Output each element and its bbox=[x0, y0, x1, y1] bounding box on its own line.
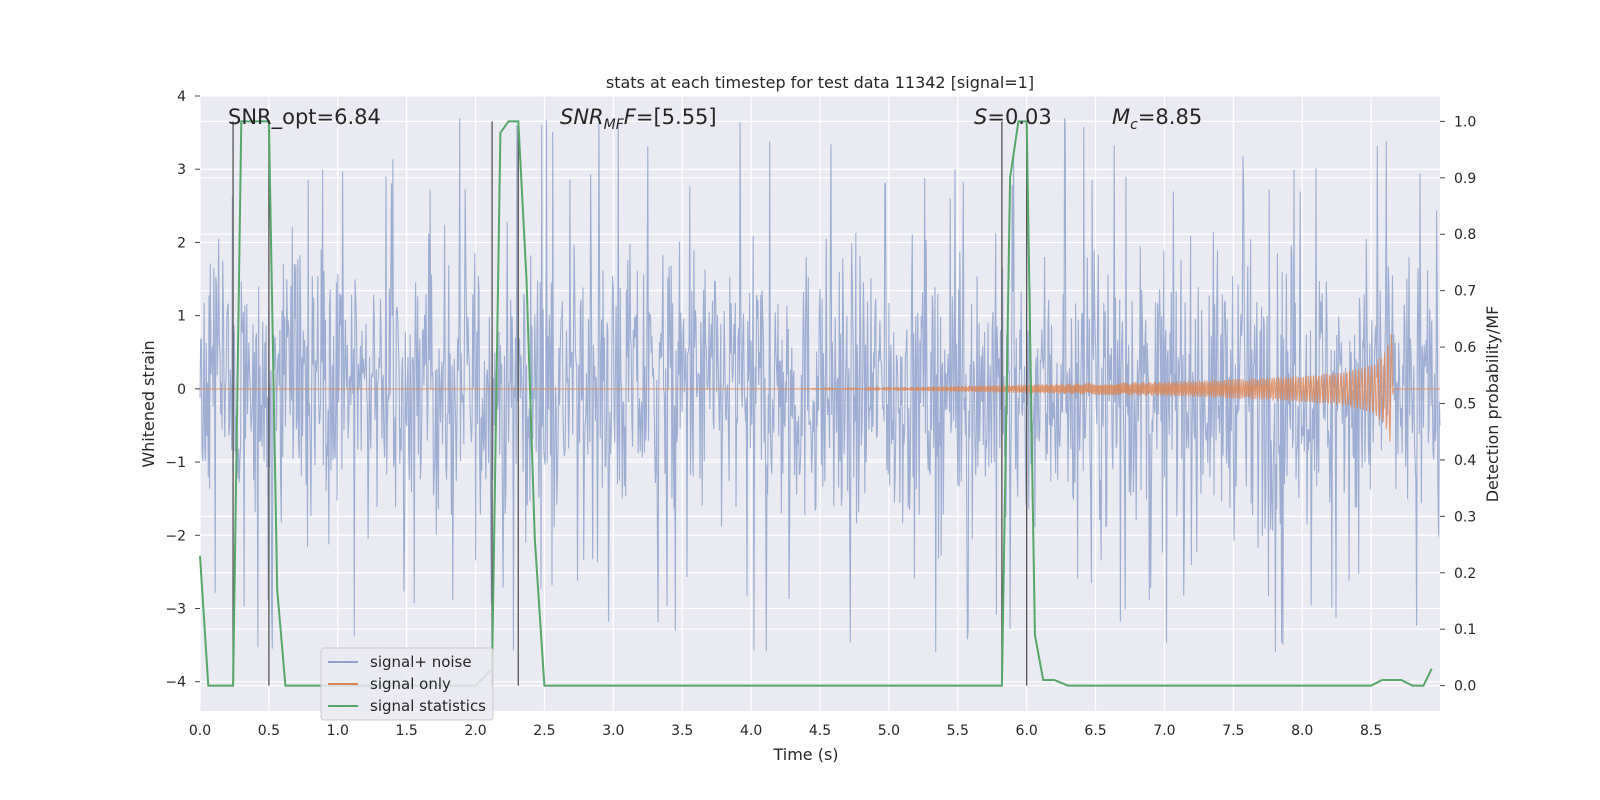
y-right-tick-label: 0.0 bbox=[1454, 679, 1476, 695]
y-right-tick-label: 0.7 bbox=[1454, 284, 1476, 300]
annotation-s: S=0.03 bbox=[974, 105, 1052, 129]
y-right-tick-label: 1.0 bbox=[1454, 114, 1476, 130]
x-tick-label: 2.5 bbox=[533, 723, 555, 739]
y-right-tick-label: 0.9 bbox=[1454, 171, 1476, 187]
y-right-tick-label: 0.4 bbox=[1454, 453, 1476, 469]
y-right-tick-label: 0.1 bbox=[1454, 622, 1476, 638]
x-tick-label: 5.0 bbox=[878, 723, 900, 739]
legend: signal+ noise signal only signal statist… bbox=[320, 647, 494, 721]
y-right-tick-labels: 1.0 0.9 0.8 0.7 0.6 0.5 0.4 0.3 0.2 0.1 0.0 bbox=[1440, 114, 1476, 695]
x-tick-label: 3.5 bbox=[671, 723, 693, 739]
legend-label-signal: signal only bbox=[370, 675, 451, 693]
x-tick-label: 7.5 bbox=[1222, 723, 1244, 739]
x-tick-label: 5.5 bbox=[947, 723, 969, 739]
y-right-tick-label: 0.6 bbox=[1454, 340, 1476, 356]
y-right-tick-label: 0.2 bbox=[1454, 566, 1476, 582]
x-tick-label: 0.0 bbox=[189, 723, 211, 739]
x-tick-label: 1.0 bbox=[327, 723, 349, 739]
legend-label-stats: signal statistics bbox=[370, 697, 486, 715]
y-left-tick-label: −4 bbox=[165, 675, 186, 691]
y-left-tick-label: 2 bbox=[177, 235, 186, 251]
x-tick-label: 6.5 bbox=[1084, 723, 1106, 739]
x-tick-label: 2.0 bbox=[464, 723, 486, 739]
x-tick-label: 7.0 bbox=[1153, 723, 1175, 739]
legend-label-noise: signal+ noise bbox=[370, 653, 472, 671]
y-left-tick-label: −3 bbox=[165, 602, 186, 618]
y-left-tick-labels: 4 3 2 1 0 −1 −2 −3 −4 bbox=[165, 89, 200, 691]
x-tick-label: 3.0 bbox=[602, 723, 624, 739]
y-left-axis-label: Whitened strain bbox=[139, 340, 158, 467]
noise-line bbox=[199, 118, 1441, 652]
x-tick-label: 4.5 bbox=[809, 723, 831, 739]
y-left-tick-label: 3 bbox=[177, 162, 186, 178]
x-tick-label: 8.0 bbox=[1291, 723, 1313, 739]
vertical-markers bbox=[232, 121, 1028, 686]
series-signal-noise bbox=[199, 118, 1441, 652]
y-right-tick-label: 0.8 bbox=[1454, 227, 1476, 243]
y-right-tick-label: 0.5 bbox=[1454, 397, 1476, 413]
legend-box bbox=[320, 647, 494, 721]
annotation-snr-opt: SNR_opt=6.84 bbox=[228, 105, 381, 130]
x-tick-label: 4.0 bbox=[740, 723, 762, 739]
y-left-tick-label: 4 bbox=[177, 89, 186, 105]
y-right-tick-label: 0.3 bbox=[1454, 509, 1476, 525]
y-left-tick-label: 1 bbox=[177, 309, 186, 325]
x-tick-label: 8.5 bbox=[1360, 723, 1382, 739]
x-tick-label: 6.0 bbox=[1016, 723, 1038, 739]
y-left-tick-label: 0 bbox=[177, 382, 186, 398]
x-tick-label: 1.5 bbox=[396, 723, 418, 739]
series-signal-statistics bbox=[199, 120, 1433, 687]
y-right-axis-label: Detection probability/MF bbox=[1483, 306, 1502, 503]
x-tick-labels: 0.0 0.5 1.0 1.5 2.0 2.5 3.0 3.5 4.0 4.5 5.0 5.5 6.0 6… bbox=[189, 723, 1382, 739]
signal-line bbox=[200, 334, 1440, 442]
x-tick-label: 0.5 bbox=[258, 723, 280, 739]
x-axis-label: Time (s) bbox=[772, 745, 838, 764]
annotation-snr-mf: SNRMFF=[5.55] bbox=[560, 105, 717, 133]
y-left-tick-label: −1 bbox=[165, 455, 186, 471]
annotation-mc: Mc=8.85 bbox=[1112, 105, 1202, 133]
series-signal-only bbox=[200, 334, 1440, 442]
chart-title: stats at each timestep for test data 113… bbox=[606, 73, 1034, 92]
y-left-tick-label: −2 bbox=[165, 528, 186, 544]
stats-line bbox=[199, 120, 1433, 687]
